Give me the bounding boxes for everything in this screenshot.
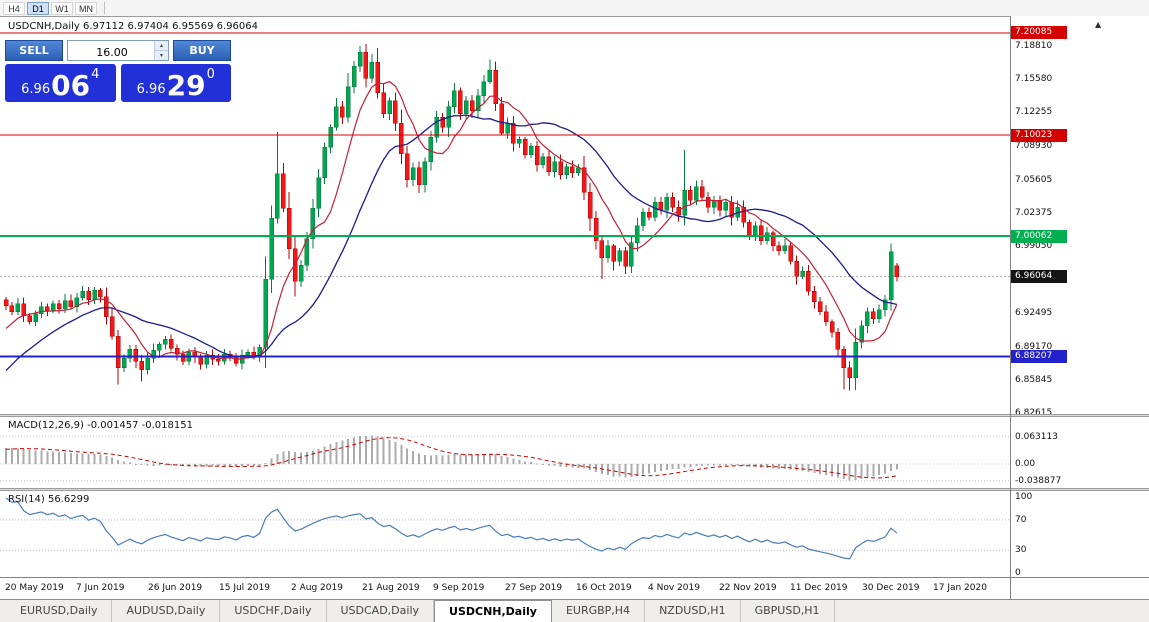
volume-spinner: ▴ ▾ (67, 40, 169, 62)
date-label: 27 Sep 2019 (505, 583, 563, 593)
volume-input[interactable] (68, 43, 168, 62)
date-label: 30 Dec 2019 (862, 583, 920, 593)
timeframe-button-d1[interactable]: D1 (27, 1, 49, 15)
price-chart-canvas[interactable] (0, 17, 1010, 414)
date-label: 21 Aug 2019 (362, 583, 420, 593)
chart-tab-usdcad-daily[interactable]: USDCAD,Daily (327, 600, 435, 622)
price-axis[interactable]: ▲ 7.18810 7.15580 7.12255 7.08930 7.05605 7.0… (1011, 16, 1149, 599)
buy-button[interactable]: BUY (173, 40, 231, 61)
price-tick: -0.038877 (1015, 475, 1062, 486)
price-tick: 7.12255 (1015, 107, 1053, 118)
price-tick: 7.05605 (1015, 174, 1053, 185)
date-label: 4 Nov 2019 (648, 583, 700, 593)
buy-price-sup: 0 (206, 67, 215, 82)
price-tick: 6.85845 (1015, 375, 1053, 386)
chart-tab-eurusd-daily[interactable]: EURUSD,Daily (6, 600, 113, 622)
timeframe-button-w1[interactable]: W1 (51, 1, 73, 15)
price-tick: 70 (1015, 514, 1027, 525)
macd-indicator-canvas[interactable] (0, 417, 1010, 488)
rsi-indicator-canvas[interactable] (0, 491, 1010, 577)
chart-tabs-bar: EURUSD,Daily AUDUSD,Daily USDCHF,Daily USDC… (0, 600, 1149, 622)
date-axis[interactable]: 20 May 2019 7 Jun 2019 26 Jun 2019 15 Jul 2… (0, 578, 1010, 599)
price-tick: 100 (1015, 492, 1033, 503)
timeframe-button-h4[interactable]: H4 (3, 1, 25, 15)
ohlc-info-line: USDCNH,Daily 6.97112 6.97404 6.95569 6.9… (8, 21, 258, 32)
price-tick: 7.15580 (1015, 73, 1053, 84)
price-tick: 0.063113 (1015, 431, 1058, 442)
date-label: 2 Aug 2019 (291, 583, 343, 593)
sell-button[interactable]: SELL (5, 40, 63, 61)
timeframe-toolbar: H4 D1 W1 MN (0, 0, 1149, 17)
chart-tab-usdchf-daily[interactable]: USDCHF,Daily (220, 600, 327, 622)
price-tick: 6.89170 (1015, 341, 1053, 352)
tabs-border (0, 599, 1149, 600)
price-tick: 7.02375 (1015, 207, 1053, 218)
chart-end-marker-icon: ▲ (1095, 20, 1102, 29)
sell-price-main: 6.96 (21, 82, 51, 97)
chart-tab-usdcnh-daily[interactable]: USDCNH,Daily (434, 600, 552, 622)
buy-price-main: 6.96 (136, 82, 166, 97)
chart-tab-gbpusd-h1[interactable]: GBPUSD,H1 (741, 600, 835, 622)
price-tick: 30 (1015, 545, 1027, 556)
price-tick: 0 (1015, 568, 1021, 578)
chart-tab-audusd-daily[interactable]: AUDUSD,Daily (112, 600, 221, 622)
buy-price-box[interactable]: 6.96 29 0 (120, 64, 231, 103)
price-tick: 6.82615 (1015, 407, 1053, 418)
price-level-tag: 7.20085 (1011, 26, 1067, 40)
date-label: 22 Nov 2019 (719, 583, 777, 593)
price-tick: 7.18810 (1015, 40, 1053, 51)
pane-splitter[interactable] (0, 414, 1149, 417)
price-axis-border (1010, 16, 1011, 599)
price-level-tag: 7.00062 (1011, 229, 1067, 243)
date-label: 16 Oct 2019 (576, 583, 632, 593)
sell-price-big: 06 (51, 69, 91, 103)
price-tick: 7.08930 (1015, 141, 1053, 152)
price-tick: 0.00 (1015, 459, 1036, 469)
one-click-trading-panel: SELL ▴ ▾ BUY 6.96 06 4 6.96 29 0 (5, 40, 231, 102)
date-label: 15 Jul 2019 (219, 583, 270, 593)
date-axis-border (0, 577, 1149, 578)
sell-price-box[interactable]: 6.96 06 4 (5, 64, 116, 102)
macd-label: MACD(12,26,9) -0.001457 -0.018151 (8, 420, 193, 431)
price-level-tag: 6.88207 (1011, 349, 1067, 363)
rsi-label: RSI(14) 56.6299 (8, 494, 90, 505)
price-tick: 6.92495 (1015, 307, 1053, 318)
date-label: 26 Jun 2019 (148, 583, 203, 593)
price-tick: 6.99050 (1015, 241, 1053, 252)
volume-up-button[interactable]: ▴ (155, 41, 168, 51)
price-level-tag: 7.10023 (1011, 128, 1067, 142)
volume-spinner-arrows: ▴ ▾ (154, 41, 168, 60)
price-level-tag: 6.96064 (1011, 270, 1067, 284)
date-label: 9 Sep 2019 (433, 583, 485, 593)
date-label: 11 Dec 2019 (790, 583, 848, 593)
date-label: 7 Jun 2019 (76, 583, 125, 593)
volume-down-button[interactable]: ▾ (155, 51, 168, 60)
date-label: 17 Jan 2020 (933, 583, 987, 593)
chart-tab-nzdusd-h1[interactable]: NZDUSD,H1 (645, 600, 741, 622)
date-label: 20 May 2019 (5, 583, 64, 593)
pane-splitter[interactable] (0, 488, 1149, 491)
toolbar-separator (104, 2, 105, 14)
chart-tab-eurgbp-h4[interactable]: EURGBP,H4 (552, 600, 646, 622)
timeframe-button-mn[interactable]: MN (75, 1, 97, 15)
buy-price-big: 29 (166, 69, 206, 103)
sell-price-sup: 4 (91, 67, 100, 82)
